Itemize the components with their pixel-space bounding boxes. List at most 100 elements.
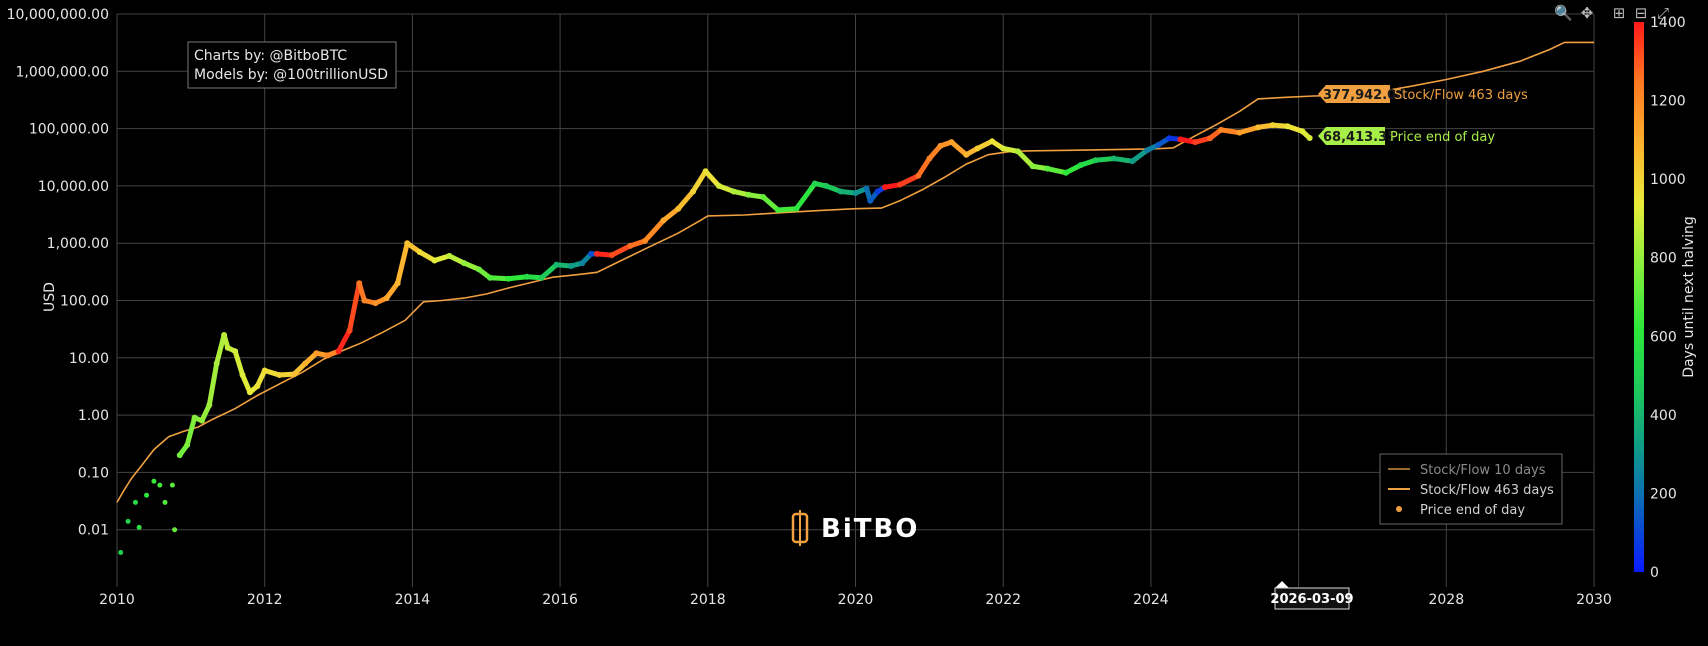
price-point (157, 482, 163, 488)
hover-x-value: 2026-03-09 (1270, 592, 1353, 607)
bitbo-logo-icon (791, 510, 809, 546)
price-point (144, 492, 150, 498)
price-point (356, 280, 363, 287)
price-point (1299, 128, 1306, 135)
sf463-line-path (116, 41, 1594, 503)
price-point (184, 442, 191, 449)
price-segment (232, 348, 246, 378)
price-point (172, 527, 178, 533)
y-tick-label: 1,000,000.00 (15, 64, 109, 80)
price-segment (505, 274, 530, 282)
price-point (302, 360, 309, 367)
price-point (1177, 136, 1184, 143)
price-segment (1015, 148, 1036, 169)
x-tick-label: 2020 (838, 592, 874, 608)
price-point (948, 139, 955, 146)
price-point (1014, 148, 1021, 155)
price-point (579, 260, 586, 267)
pan-icon[interactable]: ✥ (1580, 4, 1594, 22)
price-point (383, 295, 390, 302)
price-point (553, 261, 560, 268)
price-point (1236, 129, 1243, 136)
price-segment (336, 327, 353, 354)
price-point (254, 383, 261, 390)
price-segment (1129, 147, 1150, 164)
y-tick-label: 10,000,000.00 (7, 7, 109, 23)
price-segment (642, 217, 666, 244)
x-tick-label: 2010 (99, 592, 135, 608)
price-segment (1045, 166, 1069, 176)
price-point (361, 297, 368, 304)
price-point (852, 190, 859, 197)
legend-item-sf10[interactable]: Stock/Flow 10 days (1420, 463, 1546, 478)
price-point (926, 155, 933, 162)
autoscale-icon[interactable]: ⤢ (1656, 4, 1669, 22)
price-segment (949, 139, 969, 158)
credit-models: Models by: @100trillionUSD (194, 67, 388, 83)
price-point (715, 182, 722, 189)
y-axis: 0.01 0.10 1.00 10.00 100.00 1,000.00 10,000.00… (7, 7, 109, 539)
price-markers (118, 122, 1313, 556)
legend[interactable]: Stock/Flow 10 days Stock/Flow 463 days P… (1379, 453, 1563, 525)
price-point (346, 327, 353, 334)
price-point (221, 331, 228, 338)
price-point (276, 372, 283, 379)
y-tick-label: 0.01 (78, 523, 109, 539)
price-segment (760, 194, 781, 213)
price-point (505, 275, 512, 282)
price-segment (703, 168, 722, 189)
x-tick-label: 2024 (1133, 592, 1169, 608)
price-point (416, 249, 423, 256)
price-point (324, 352, 331, 359)
y-axis-title: USD (42, 282, 58, 312)
price-point (446, 252, 453, 259)
price-segment (1237, 124, 1261, 136)
price-point (822, 182, 829, 189)
price-point (594, 250, 601, 257)
price-point (1166, 135, 1173, 142)
price-point (169, 482, 175, 488)
grid (116, 13, 1595, 587)
price-point (132, 499, 138, 505)
x-tick-label: 2016 (542, 592, 578, 608)
price-point (394, 280, 401, 287)
x-tick-label: 2028 (1428, 592, 1464, 608)
colorbar: 0 200 400 600 800 1000 1200 1400 Days until nex… (1634, 15, 1697, 581)
price-point (793, 205, 800, 212)
price-point (1254, 124, 1261, 131)
price-point (989, 138, 996, 145)
hover-price-value: 68,413.35 (1323, 130, 1396, 145)
price-point (232, 348, 239, 355)
legend-item-sf463[interactable]: Stock/Flow 463 days (1420, 483, 1554, 498)
zoom-in-icon[interactable]: ⊞ (1612, 4, 1626, 22)
price-point (745, 191, 752, 198)
price-point (974, 145, 981, 152)
price-point (874, 188, 881, 195)
hover-price-name: Price end of day (1390, 130, 1495, 145)
price-point (1000, 145, 1007, 152)
colorbar-tick-label: 400 (1650, 408, 1677, 424)
price-segment (539, 262, 559, 281)
price-point (1077, 162, 1084, 169)
price-point (1110, 155, 1117, 162)
price-point (224, 344, 231, 351)
legend-item-price[interactable]: Price end of day (1420, 503, 1525, 518)
zoom-out-icon[interactable]: ⊟ (1634, 4, 1648, 22)
price-point (963, 151, 970, 158)
price-point (588, 250, 595, 257)
price-point (176, 452, 183, 459)
price-point (675, 205, 682, 212)
price-point (206, 402, 213, 409)
zoom-icon[interactable]: 🔍 (1554, 4, 1573, 22)
price-point (198, 417, 205, 424)
price-point (915, 172, 922, 179)
price-segment (214, 332, 227, 366)
price-point (431, 257, 438, 264)
price-point (136, 524, 142, 530)
price-point (1306, 135, 1313, 142)
price-segment (1093, 156, 1117, 163)
price-segment (487, 275, 511, 282)
price-point (608, 252, 615, 259)
hover-sf-label: 377,942.00 Stock/Flow 463 days (1318, 85, 1528, 103)
